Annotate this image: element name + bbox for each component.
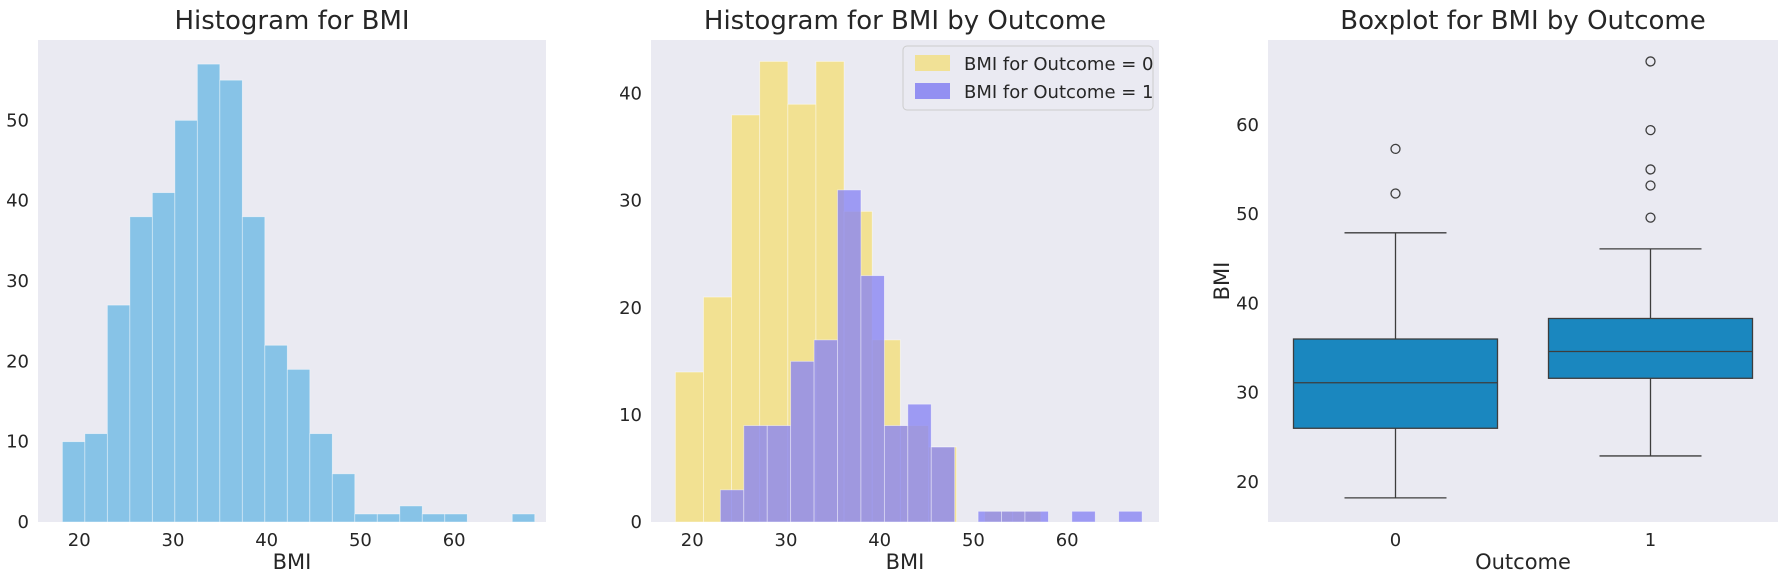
bar-bin-16 xyxy=(421,513,446,523)
y-tick-60: 60 xyxy=(1236,115,1259,136)
legend-label-outcome-0: BMI for Outcome = 0 xyxy=(964,54,1154,75)
bar-bin-2 xyxy=(106,304,131,523)
histogram-bmi-panel: 20 30 40 50 60 0 10 20 30 40 50 Histogram for BMI… xyxy=(6,6,546,574)
bar-bin-6 xyxy=(196,63,221,523)
box-1-iqr xyxy=(1547,317,1754,379)
bar-bin-1 xyxy=(84,433,108,523)
chart-title-2: Histogram for BMI by Outcome xyxy=(704,6,1106,36)
y-tick-50: 50 xyxy=(1236,204,1259,225)
y-tick-30: 30 xyxy=(6,271,29,292)
bar-series-1-bin-2 xyxy=(766,425,792,523)
x-tick-20: 20 xyxy=(681,530,704,551)
box-0-iqr xyxy=(1292,338,1499,429)
bar-series-1-bin-5 xyxy=(837,189,862,523)
bar-bin-12 xyxy=(331,473,356,523)
bar-bin-10 xyxy=(286,368,311,523)
legend: BMI for Outcome = 0 BMI for Outcome = 1 xyxy=(902,45,1154,111)
y-tick-0: 0 xyxy=(631,512,642,533)
box-1-outlier-3 xyxy=(1645,125,1656,136)
y-tick-30: 30 xyxy=(1236,383,1259,404)
legend-swatch-outcome-1 xyxy=(915,83,950,99)
legend-swatch-outcome-0 xyxy=(915,55,950,71)
bar-series-1-bin-9 xyxy=(930,446,956,523)
bar-bin-17 xyxy=(444,513,468,523)
x-tick-30: 30 xyxy=(775,530,798,551)
y-tick-40: 40 xyxy=(6,191,29,212)
box-1-outlier-2 xyxy=(1645,164,1656,175)
y-tick-40: 40 xyxy=(1236,293,1259,314)
y-tick-0: 0 xyxy=(18,512,29,533)
bar-series-1-bin-3 xyxy=(790,360,815,523)
chart-title-1: Histogram for BMI xyxy=(174,6,409,36)
bar-series-1-bin-6 xyxy=(860,275,885,523)
box-1-outlier-4 xyxy=(1645,56,1656,67)
bar-series-1-bin-4 xyxy=(813,339,838,523)
bar-series-1-bin-13 xyxy=(1024,510,1049,523)
bar-bin-9 xyxy=(264,344,288,523)
box-1-outlier-0 xyxy=(1645,212,1656,223)
y-tick-20: 20 xyxy=(1236,472,1259,493)
legend-label-outcome-1: BMI for Outcome = 1 xyxy=(964,82,1154,103)
x-tick-50: 50 xyxy=(962,530,985,551)
y-tick-10: 10 xyxy=(619,405,642,426)
bar-bin-15 xyxy=(399,505,423,523)
x-tick-40: 40 xyxy=(255,530,278,551)
x-tick-60: 60 xyxy=(1056,530,1079,551)
x-axis-label-3: Outcome xyxy=(1475,550,1571,574)
bar-series-1-bin-0 xyxy=(719,489,745,523)
y-tick-30: 30 xyxy=(619,191,642,212)
box-1-outlier-1 xyxy=(1645,180,1656,191)
bar-bin-4 xyxy=(151,192,176,523)
bar-bin-13 xyxy=(354,513,378,523)
x-tick-0: 0 xyxy=(1390,530,1401,551)
bar-series-1-bin-17 xyxy=(1118,510,1143,523)
bar-bin-8 xyxy=(241,216,266,523)
x-axis-label-1: BMI xyxy=(273,550,312,574)
bar-series-1-bin-1 xyxy=(743,425,768,523)
x-tick-30: 30 xyxy=(162,530,185,551)
bar-series-0-bin-1 xyxy=(703,296,733,523)
box-0-outlier-0 xyxy=(1390,188,1401,199)
chart-title-3: Boxplot for BMI by Outcome xyxy=(1340,6,1705,36)
x-tick-50: 50 xyxy=(349,530,372,551)
bar-bin-3 xyxy=(129,216,153,523)
bar-series-1-bin-11 xyxy=(977,510,1002,523)
x-tick-60: 60 xyxy=(443,530,466,551)
x-tick-20: 20 xyxy=(68,530,91,551)
y-tick-20: 20 xyxy=(6,351,29,372)
y-tick-50: 50 xyxy=(6,110,29,131)
y-tick-10: 10 xyxy=(6,432,29,453)
bar-bin-0 xyxy=(61,441,86,523)
bar-bin-11 xyxy=(309,433,333,523)
bar-series-1-bin-12 xyxy=(1001,510,1026,523)
plot-area-3 xyxy=(1268,40,1778,522)
bar-series-0-bin-0 xyxy=(674,371,704,523)
boxplot-bmi-by-outcome-panel: 0 1 20 30 40 50 60 Boxplot for BMI by Outcome… xyxy=(1210,6,1778,574)
x-axis-label-2: BMI xyxy=(886,550,925,574)
bar-series-1-bin-8 xyxy=(907,403,932,523)
bar-series-1-bin-7 xyxy=(883,425,909,523)
bar-bin-7 xyxy=(219,79,243,523)
y-tick-40: 40 xyxy=(619,84,642,105)
histogram-bmi-by-outcome-panel: 20 30 40 50 60 0 10 20 30 40 Histogram for BMI b… xyxy=(619,6,1159,574)
x-tick-1: 1 xyxy=(1645,530,1656,551)
y-tick-20: 20 xyxy=(619,298,642,319)
bar-bin-20 xyxy=(511,513,536,523)
bar-series-1-bin-15 xyxy=(1071,510,1096,523)
bar-bin-14 xyxy=(376,513,401,523)
y-axis-label-3: BMI xyxy=(1210,262,1234,301)
legend-frame xyxy=(902,45,1154,111)
x-tick-40: 40 xyxy=(868,530,891,551)
box-0-outlier-1 xyxy=(1390,143,1401,155)
bar-bin-5 xyxy=(174,119,198,523)
